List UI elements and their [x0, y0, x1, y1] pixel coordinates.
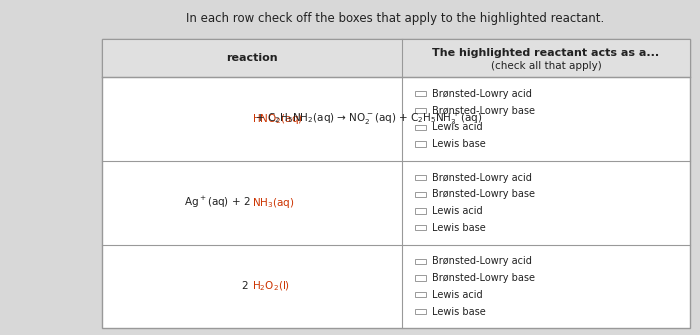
Text: Ag$^+$(aq) + 2: Ag$^+$(aq) + 2 [184, 195, 252, 210]
Text: Brønsted-Lowry acid: Brønsted-Lowry acid [432, 173, 532, 183]
Text: Lewis base: Lewis base [432, 139, 486, 149]
Text: + C$_2$H$_5$NH$_2$(aq) → NO$_2^-$(aq) + C$_2$H$_5$NH$_3^+$(aq): + C$_2$H$_5$NH$_2$(aq) → NO$_2^-$(aq) + … [252, 111, 482, 127]
Text: Brønsted-Lowry base: Brønsted-Lowry base [432, 273, 535, 283]
Text: Lewis acid: Lewis acid [432, 290, 482, 300]
Text: Brønsted-Lowry base: Brønsted-Lowry base [432, 189, 535, 199]
Text: H$_2$O$_2$(l): H$_2$O$_2$(l) [252, 280, 290, 293]
Text: Brønsted-Lowry base: Brønsted-Lowry base [432, 106, 535, 116]
Text: reaction: reaction [226, 53, 278, 63]
Text: HNO$_2$(aq): HNO$_2$(aq) [252, 112, 303, 126]
Text: Lewis acid: Lewis acid [432, 206, 482, 216]
Text: The highlighted reactant acts as a...: The highlighted reactant acts as a... [433, 48, 659, 58]
Text: Lewis base: Lewis base [432, 223, 486, 233]
Text: Brønsted-Lowry acid: Brønsted-Lowry acid [432, 89, 532, 99]
Text: NH$_3$(aq): NH$_3$(aq) [252, 196, 294, 210]
Text: (check all that apply): (check all that apply) [491, 61, 601, 71]
Text: Lewis acid: Lewis acid [432, 122, 482, 132]
Text: In each row check off the boxes that apply to the highlighted reactant.: In each row check off the boxes that app… [186, 12, 605, 25]
Text: Brønsted-Lowry acid: Brønsted-Lowry acid [432, 256, 532, 266]
Text: Lewis base: Lewis base [432, 307, 486, 317]
Text: 2: 2 [242, 281, 252, 291]
